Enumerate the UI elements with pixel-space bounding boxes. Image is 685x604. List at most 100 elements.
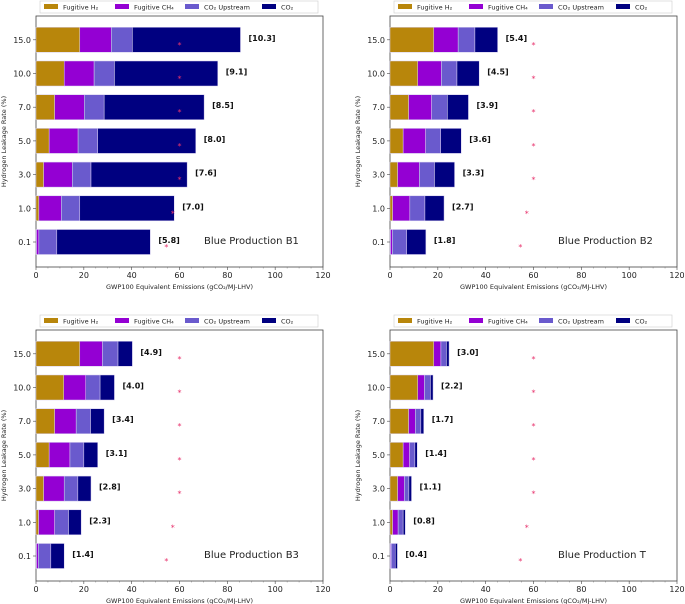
- panel-title: Blue Production B3: [204, 550, 299, 561]
- y-tick-label: 5.0: [18, 137, 31, 146]
- x-tick-label: 120: [315, 271, 330, 280]
- bar-bracket-label: [3.3]: [463, 169, 484, 178]
- legend-label: CO₂: [281, 318, 294, 326]
- x-tick-label: 100: [622, 585, 637, 594]
- bar-segment-0: [389, 94, 409, 120]
- chart-panel-4: Fugitive H₂ Fugitive CH₄ CO₂ Upstream CO₂ [0…: [354, 314, 685, 604]
- legend: Fugitive H₂ Fugitive CH₄ CO₂ Upstream CO₂: [39, 314, 319, 328]
- legend-label: CO₂ Upstream: [558, 318, 604, 326]
- bar-segment-3: [395, 543, 398, 569]
- marker-star: *: [525, 523, 529, 532]
- marker-star: *: [532, 176, 536, 185]
- bar-bracket-label: [7.6]: [195, 169, 216, 178]
- bar-segment-3: [83, 442, 98, 468]
- bar-segment-3: [434, 161, 455, 188]
- marker-star: *: [532, 75, 536, 84]
- x-tick-label: 120: [669, 271, 684, 280]
- bar-segment-0: [389, 341, 435, 367]
- bar-bracket-label: [3.0]: [457, 348, 478, 357]
- x-tick-label: 80: [576, 271, 586, 280]
- bar-segment-2: [419, 161, 435, 188]
- marker-star: *: [532, 108, 536, 117]
- marker-star: *: [164, 243, 168, 252]
- bar-segment-2: [54, 509, 69, 536]
- bar-segment-3: [446, 341, 450, 367]
- x-tick-label: 40: [481, 271, 491, 280]
- marker-star: *: [178, 389, 182, 398]
- bar-segment-2: [425, 128, 441, 154]
- bar-segment-1: [402, 442, 410, 468]
- bar-segment-2: [38, 229, 58, 255]
- y-axis-label: Hydrogen Leakage Rate (%): [354, 410, 362, 501]
- bar-bracket-label: [10.3]: [248, 34, 275, 43]
- legend-swatch: [398, 4, 412, 9]
- x-tick-label: 0: [33, 271, 38, 280]
- x-tick-label: 60: [528, 271, 538, 280]
- bar-bracket-label: [0.8]: [413, 516, 434, 525]
- x-tick-label: 80: [222, 271, 232, 280]
- bar-segment-0: [35, 128, 50, 154]
- chart-panel-1: Fugitive H₂ Fugitive CH₄ CO₂ Upstream CO₂ [5…: [0, 0, 331, 291]
- chart-panel-2: Fugitive H₂ Fugitive CH₄ CO₂ Upstream CO₂ [1…: [354, 0, 685, 291]
- y-tick-label: 3.0: [372, 171, 385, 180]
- legend-label: Fugitive CH₄: [488, 4, 528, 12]
- y-tick-label: 1.0: [18, 204, 31, 213]
- legend-swatch: [398, 318, 412, 323]
- y-axis-label: Hydrogen Leakage Rate (%): [0, 96, 8, 187]
- x-tick-label: 40: [481, 585, 491, 594]
- bar-segment-0: [35, 27, 81, 53]
- x-tick-label: 100: [622, 271, 637, 280]
- bar-segment-1: [36, 229, 40, 255]
- bar-segment-1: [397, 475, 405, 502]
- legend-label: CO₂ Upstream: [204, 4, 250, 12]
- legend-label: Fugitive CH₄: [488, 318, 528, 326]
- bar-segment-0: [389, 128, 404, 154]
- bar-segment-0: [35, 442, 50, 468]
- bar-bracket-label: [3.4]: [112, 415, 133, 424]
- bar-bracket-label: [7.0]: [182, 202, 203, 211]
- bar-segment-2: [397, 509, 404, 536]
- bar-segment-1: [433, 341, 442, 367]
- marker-star: *: [171, 523, 175, 532]
- bar-segment-1: [48, 128, 79, 154]
- marker-star: *: [178, 490, 182, 499]
- legend-label: Fugitive H₂: [417, 4, 453, 12]
- y-tick-label: 15.0: [13, 350, 31, 359]
- bar-bracket-label: [2.7]: [452, 202, 473, 211]
- x-axis-label: GWP100 Equivalent Emissions (gCO₂/MJ-LHV…: [460, 283, 607, 291]
- bar-segment-0: [389, 60, 418, 87]
- legend-swatch: [115, 4, 129, 9]
- bar-segment-2: [457, 27, 476, 53]
- bar-bracket-label: [5.8]: [158, 236, 179, 245]
- bar-segment-3: [447, 94, 469, 120]
- marker-star: *: [518, 557, 522, 566]
- bar-segment-3: [114, 60, 219, 87]
- bar-segment-1: [397, 161, 420, 188]
- bar-bracket-label: [8.0]: [204, 135, 225, 144]
- bar-segment-2: [111, 27, 133, 53]
- bar-bracket-label: [1.4]: [425, 449, 446, 458]
- bar-bracket-label: [1.4]: [72, 550, 93, 559]
- bar-segment-2: [61, 195, 81, 222]
- y-tick-label: 7.0: [18, 417, 31, 426]
- bar-segment-0: [35, 509, 39, 536]
- bar-segment-3: [440, 128, 462, 154]
- bar-segment-0: [389, 195, 393, 222]
- bar-segment-1: [38, 509, 55, 536]
- legend-swatch: [616, 318, 630, 323]
- marker-star: *: [518, 243, 522, 252]
- bar-segment-0: [35, 94, 55, 120]
- y-tick-label: 7.0: [372, 103, 385, 112]
- bar-segment-1: [402, 128, 426, 154]
- legend: Fugitive H₂ Fugitive CH₄ CO₂ Upstream CO₂: [393, 0, 673, 14]
- legend-label: Fugitive CH₄: [134, 4, 174, 12]
- bar-segment-0: [35, 408, 55, 434]
- bar-segment-2: [38, 543, 52, 569]
- marker-star: *: [532, 389, 536, 398]
- bar-segment-2: [424, 374, 431, 401]
- bar-segment-1: [63, 60, 95, 87]
- y-tick-label: 3.0: [18, 171, 31, 180]
- bar-segment-3: [50, 543, 65, 569]
- y-tick-label: 0.1: [372, 552, 385, 561]
- y-tick-label: 0.1: [18, 552, 31, 561]
